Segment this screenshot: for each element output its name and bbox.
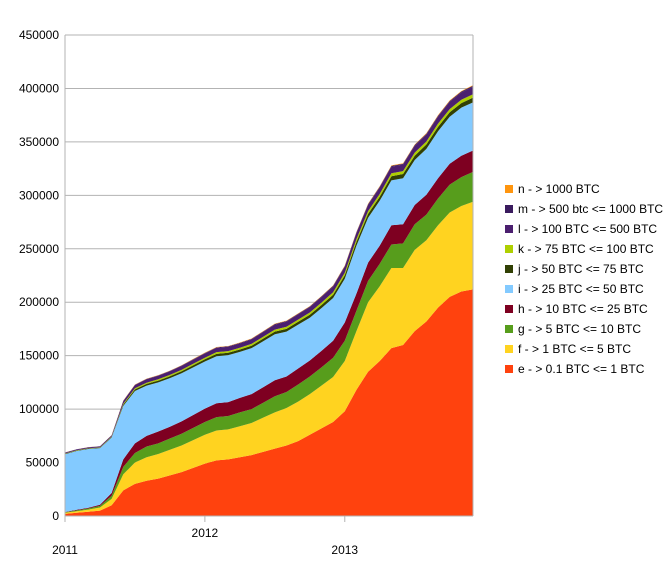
legend-item: g - > 5 BTC <= 10 BTC xyxy=(505,322,641,336)
legend-label: l - > 100 BTC <= 500 BTC xyxy=(518,222,657,236)
legend-item: k - > 75 BTC <= 100 BTC xyxy=(505,242,654,256)
x-tick-label: 2011 xyxy=(52,543,78,557)
legend-swatch xyxy=(505,245,513,253)
legend-swatch xyxy=(505,325,513,333)
legend-item: m - > 500 btc <= 1000 BTC xyxy=(505,202,663,216)
y-tick-label: 450000 xyxy=(19,28,59,42)
y-tick-label: 250000 xyxy=(19,242,59,256)
series-areas xyxy=(65,85,473,516)
legend-swatch xyxy=(505,185,513,193)
legend-item: n - > 1000 BTC xyxy=(505,182,600,196)
legend-label: i - > 25 BTC <= 50 BTC xyxy=(518,282,644,296)
legend-label: f - > 1 BTC <= 5 BTC xyxy=(518,342,631,356)
y-tick-label: 100000 xyxy=(19,402,59,416)
y-tick-label: 200000 xyxy=(19,295,59,309)
legend-label: g - > 5 BTC <= 10 BTC xyxy=(518,322,641,336)
series-area xyxy=(65,201,473,514)
y-tick-label: 400000 xyxy=(19,81,59,95)
legend-swatch xyxy=(505,365,513,373)
legend-item: i - > 25 BTC <= 50 BTC xyxy=(505,282,644,296)
legend-label: j - > 50 BTC <= 75 BTC xyxy=(517,262,644,276)
series-area xyxy=(65,102,473,512)
legend-item: e - > 0.1 BTC <= 1 BTC xyxy=(505,362,645,376)
legend-label: e - > 0.1 BTC <= 1 BTC xyxy=(518,362,645,376)
legend-swatch xyxy=(505,305,513,313)
axes xyxy=(64,35,474,522)
legend: n - > 1000 BTC m - > 500 btc <= 1000 BTC l… xyxy=(505,182,663,376)
legend-item: h - > 10 BTC <= 25 BTC xyxy=(505,302,648,316)
legend-swatch xyxy=(505,265,513,273)
series-area xyxy=(65,150,473,513)
series-area xyxy=(65,289,473,516)
legend-item: l - > 100 BTC <= 500 BTC xyxy=(505,222,657,236)
legend-label: h - > 10 BTC <= 25 BTC xyxy=(518,302,648,316)
y-tick-label: 150000 xyxy=(19,349,59,363)
legend-label: m - > 500 btc <= 1000 BTC xyxy=(518,202,663,216)
x-tick-label: 2013 xyxy=(331,543,358,557)
legend-item: f - > 1 BTC <= 5 BTC xyxy=(505,342,631,356)
legend-swatch xyxy=(505,285,513,293)
x-tick-labels: 2011 2012 2013 xyxy=(52,526,358,557)
legend-label: n - > 1000 BTC xyxy=(518,182,600,196)
y-tick-label: 300000 xyxy=(19,188,59,202)
legend-swatch xyxy=(505,345,513,353)
y-tick-labels: 0 50000 100000 150000 200000 250000 300000 3500… xyxy=(19,28,59,523)
legend-item: j - > 50 BTC <= 75 BTC xyxy=(505,262,644,276)
y-tick-label: 0 xyxy=(52,509,59,523)
legend-label: k - > 75 BTC <= 100 BTC xyxy=(518,242,654,256)
legend-swatch xyxy=(505,225,513,233)
y-tick-label: 50000 xyxy=(26,456,60,470)
legend-swatch xyxy=(505,205,513,213)
y-tick-label: 350000 xyxy=(19,135,59,149)
x-tick-label: 2012 xyxy=(192,526,219,540)
